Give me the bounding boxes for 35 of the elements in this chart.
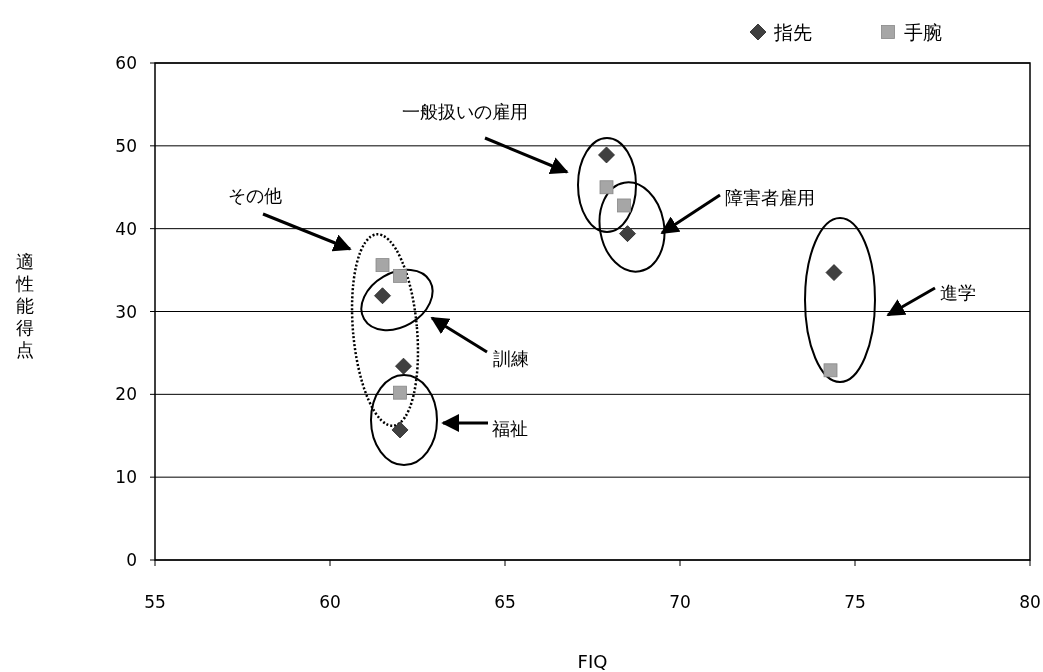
point: [598, 146, 615, 164]
point: [599, 180, 614, 195]
y-tick-label: 60: [115, 53, 137, 73]
y-tick-label: 10: [115, 467, 137, 488]
x-tick-label: 70: [669, 592, 691, 612]
point: [395, 357, 412, 375]
x-tick-label: 65: [494, 592, 516, 612]
point: [391, 421, 409, 439]
annotation: 進学: [940, 282, 976, 303]
point: [825, 264, 843, 281]
x-axis-title: FIQ: [577, 651, 608, 672]
point: [393, 268, 407, 283]
point: [393, 385, 407, 400]
legend-label: 手腕: [904, 21, 942, 43]
annotation: 福祉: [492, 418, 528, 439]
point: [374, 287, 391, 305]
x-tick-label: 75: [844, 592, 866, 612]
y-tick-label: 40: [115, 218, 137, 239]
annotation: 一般扱いの雇用: [402, 101, 528, 122]
annotation: 障害者雇用: [725, 187, 815, 208]
x-tick-label: 80: [1019, 592, 1041, 612]
y-tick-label: 20: [115, 384, 137, 405]
legend-label: 指先: [773, 21, 812, 43]
y-tick-label: 30: [115, 301, 137, 322]
y-tick-label: 0: [126, 550, 137, 570]
x-tick-label: 60: [319, 592, 341, 612]
x-tick-label: 55: [144, 592, 166, 612]
annotation: その他: [228, 185, 282, 206]
y-axis-title: 適性能得点: [15, 250, 34, 360]
point: [375, 258, 390, 273]
point: [619, 225, 636, 243]
point: [823, 363, 838, 378]
annotation: 訓練: [493, 348, 529, 369]
y-tick-label: 50: [115, 135, 137, 156]
point: [617, 198, 631, 213]
